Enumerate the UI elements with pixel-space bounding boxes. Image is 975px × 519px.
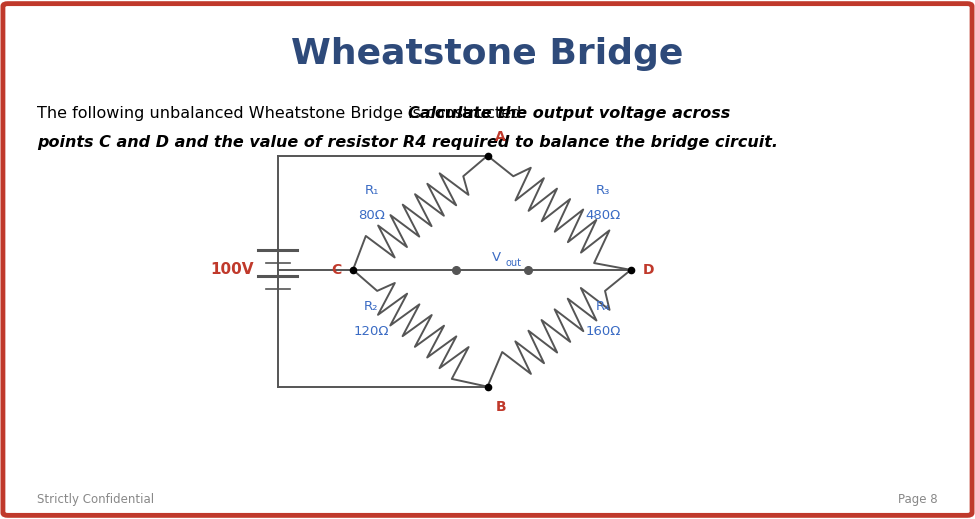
Text: 160Ω: 160Ω	[585, 324, 621, 338]
Text: Wheatstone Bridge: Wheatstone Bridge	[292, 37, 683, 72]
Text: Calculate the output voltage across: Calculate the output voltage across	[408, 106, 730, 121]
Text: 100V: 100V	[210, 263, 254, 277]
Text: Page 8: Page 8	[898, 493, 938, 506]
Text: B: B	[495, 400, 506, 414]
Text: V: V	[491, 251, 501, 264]
Text: 120Ω: 120Ω	[354, 324, 389, 338]
Text: R₄: R₄	[596, 299, 610, 312]
Text: Strictly Confidential: Strictly Confidential	[37, 493, 154, 506]
Text: R₁: R₁	[365, 184, 378, 197]
Text: The following unbalanced Wheatstone Bridge is constructed.: The following unbalanced Wheatstone Brid…	[37, 106, 531, 121]
Text: points C and D and the value of resistor R4 required to balance the bridge circu: points C and D and the value of resistor…	[37, 135, 778, 150]
Text: 480Ω: 480Ω	[585, 209, 621, 222]
Text: D: D	[643, 263, 654, 277]
Text: C: C	[331, 263, 341, 277]
FancyBboxPatch shape	[3, 4, 972, 515]
Text: A: A	[495, 130, 506, 144]
Text: 80Ω: 80Ω	[358, 209, 385, 222]
Text: R₂: R₂	[365, 299, 378, 312]
Text: R₃: R₃	[596, 184, 610, 197]
Text: out: out	[505, 258, 522, 268]
